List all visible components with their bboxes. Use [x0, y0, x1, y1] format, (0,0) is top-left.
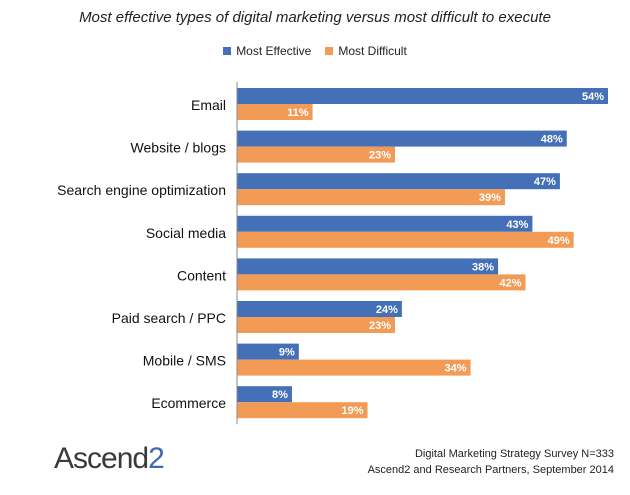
bar-most-effective-social-media: [237, 215, 533, 232]
data-label-most-difficult-website-blogs: 23%: [369, 150, 391, 162]
legend-swatch-most-effective: [223, 47, 232, 55]
bar-most-effective-paid-search-ppc: [237, 301, 402, 317]
bar-most-effective-website-blogs: [237, 130, 567, 147]
category-label-social-media: Social media: [146, 225, 226, 241]
data-label-most-effective-email: 54%: [582, 91, 604, 103]
data-label-most-effective-search-engine-optimization: 47%: [534, 176, 556, 188]
data-label-most-effective-paid-search-ppc: 24%: [376, 304, 398, 316]
data-label-most-difficult-paid-search-ppc: 23%: [369, 320, 391, 332]
data-label-most-effective-mobile-sms: 9%: [279, 347, 295, 359]
category-label-paid-search-ppc: Paid search / PPC: [112, 310, 226, 326]
bar-most-effective-ecommerce: [237, 386, 292, 403]
category-label-content: Content: [177, 267, 226, 283]
bar-most-effective-mobile-sms: [237, 343, 299, 360]
legend-label-most-difficult: Most Difficult: [338, 44, 407, 58]
bar-most-difficult-ecommerce: [237, 402, 368, 419]
bar-most-difficult-search-engine-optimization: [237, 189, 505, 206]
bar-most-effective-email: [237, 88, 608, 104]
bar-chart: Email 54% 11% Website / blogs 48% 23% Search e…: [57, 82, 608, 425]
bar-most-effective-search-engine-optimization: [237, 173, 560, 190]
bar-most-effective-content: [237, 258, 499, 275]
bar-most-difficult-mobile-sms: [237, 359, 471, 376]
legend-item-most-difficult: Most Difficult: [325, 44, 407, 58]
category-label-website-blogs: Website / blogs: [131, 140, 226, 156]
legend: Most Effective Most Difficult: [0, 44, 630, 58]
bar-most-difficult-paid-search-ppc: [237, 317, 396, 333]
legend-label-most-effective: Most Effective: [236, 44, 312, 58]
bar-most-difficult-content: [237, 274, 526, 291]
bar-most-difficult-social-media: [237, 231, 574, 248]
data-label-most-difficult-search-engine-optimization: 39%: [479, 192, 501, 204]
data-label-most-effective-ecommerce: 8%: [272, 389, 288, 401]
category-label-ecommerce: Ecommerce: [151, 395, 226, 411]
data-label-most-difficult-mobile-sms: 34%: [445, 363, 467, 375]
bar-most-difficult-website-blogs: [237, 146, 396, 163]
category-label-email: Email: [191, 97, 226, 113]
source-line-1: Digital Marketing Strategy Survey N=333: [414, 448, 614, 460]
logo-suffix: 2: [148, 442, 165, 475]
legend-swatch-most-difficult: [325, 47, 334, 55]
source-line-2: Ascend2 and Research Partners, September…: [367, 464, 614, 476]
data-label-most-difficult-social-media: 49%: [548, 235, 570, 247]
logo-text: Ascend: [54, 442, 149, 475]
bar-most-difficult-email: [237, 104, 313, 120]
data-label-most-difficult-email: 11%: [287, 107, 309, 119]
category-label-mobile-sms: Mobile / SMS: [143, 353, 226, 369]
data-label-most-difficult-content: 42%: [500, 277, 522, 289]
category-label-search-engine-optimization: Search engine optimization: [57, 182, 226, 198]
chart-title: Most effective types of digital marketin…: [79, 9, 551, 26]
data-label-most-effective-social-media: 43%: [506, 219, 528, 231]
legend-item-most-effective: Most Effective: [223, 44, 311, 58]
ascend2-logo: Ascend2: [54, 442, 165, 476]
data-label-most-effective-website-blogs: 48%: [541, 134, 563, 146]
data-label-most-difficult-ecommerce: 19%: [342, 405, 364, 417]
data-label-most-effective-content: 38%: [472, 261, 494, 273]
source-note: Digital Marketing Strategy Survey N=333 …: [368, 446, 614, 478]
